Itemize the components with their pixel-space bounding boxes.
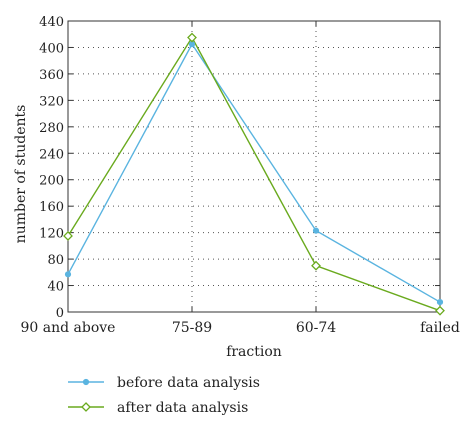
data-point-series-2	[63, 231, 73, 241]
tick-labels: 0 40 80 120 160 200 240 280 320 360 400 440 90 and a…	[21, 15, 460, 336]
y-tick-label: 400	[39, 41, 64, 56]
series-line-1	[67, 42, 441, 303]
data-point-series-1	[436, 298, 444, 306]
axes	[67, 20, 441, 313]
y-tick-label: 160	[39, 200, 64, 215]
markers	[63, 32, 445, 316]
x-tick-label: failed	[420, 320, 460, 336]
data-point-series-2	[435, 305, 445, 316]
legend-marker-1	[82, 378, 90, 386]
y-tick-label: 200	[39, 174, 64, 189]
y-tick-label: 320	[39, 94, 64, 109]
legend-label-1: before data analysis	[117, 375, 260, 391]
y-tick-label: 360	[39, 68, 64, 83]
data-point-series-2	[187, 32, 197, 43]
x-tick-label: 60-74	[296, 320, 336, 336]
x-tick-label: 90 and above	[21, 320, 116, 336]
y-tick-label: 280	[39, 121, 64, 136]
series-line-2	[67, 36, 441, 312]
data-point-series-2	[311, 260, 321, 271]
series	[67, 36, 441, 312]
y-tick-label: 80	[47, 253, 64, 268]
x-tick-label: 75-89	[172, 320, 212, 336]
legend-label-2: after data analysis	[117, 400, 248, 416]
data-point-series-1	[312, 227, 320, 234]
legend-marker-2	[81, 402, 91, 412]
y-tick-label: 240	[39, 147, 64, 162]
y-tick-label: 0	[56, 306, 64, 321]
y-tick-label: 40	[47, 280, 64, 295]
data-point-series-1	[64, 271, 72, 278]
legend: before data analysis after data analysis	[68, 375, 260, 416]
x-axis-title: fraction	[226, 344, 282, 360]
y-axis-title: number of students	[13, 105, 29, 244]
y-tick-label: 120	[39, 227, 64, 242]
plot-frame	[67, 20, 441, 313]
y-tick-label: 440	[39, 15, 64, 30]
grid	[68, 21, 440, 312]
